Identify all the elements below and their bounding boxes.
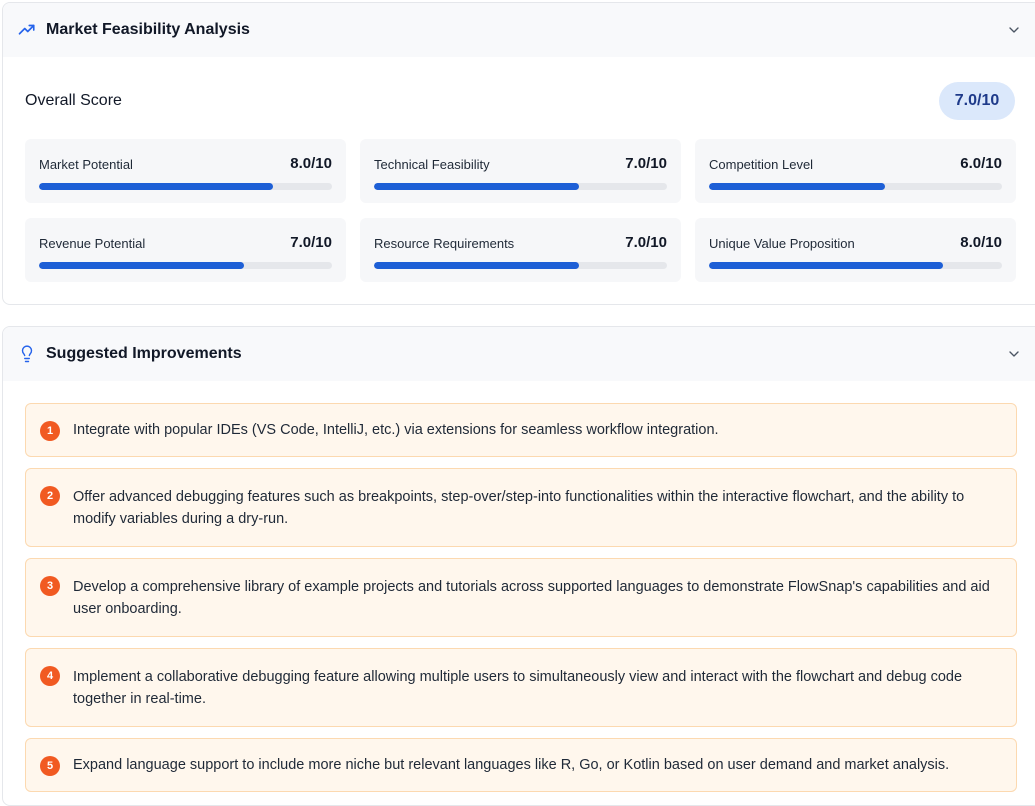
metric-progress-track — [39, 262, 332, 269]
improvement-item: 5 Expand language support to include mor… — [25, 738, 1017, 792]
overall-score-badge: 7.0/10 — [939, 82, 1015, 120]
metric-progress-track — [709, 183, 1002, 190]
metric-progress-fill — [374, 183, 580, 190]
metric-score: 6.0/10 — [960, 155, 1002, 172]
metric-score: 8.0/10 — [290, 155, 332, 172]
improvement-text: Offer advanced debugging features such a… — [73, 489, 965, 527]
item-number-badge: 2 — [40, 486, 60, 506]
overall-score-label: Overall Score — [25, 92, 122, 109]
improvements-card: Suggested Improvements 1 Integrate with … — [2, 326, 1035, 806]
metric-progress-fill — [39, 262, 245, 269]
metric-card: Revenue Potential 7.0/10 — [25, 218, 346, 282]
metric-score: 7.0/10 — [290, 234, 332, 251]
metric-label: Resource Requirements — [374, 236, 515, 251]
feasibility-header[interactable]: Market Feasibility Analysis — [3, 3, 1035, 57]
metrics-grid: Market Potential 8.0/10 Technical Feasib… — [25, 139, 1016, 282]
metric-label: Revenue Potential — [39, 236, 146, 251]
metric-score: 7.0/10 — [625, 155, 667, 172]
metric-progress-track — [709, 262, 1002, 269]
metric-card: Unique Value Proposition 8.0/10 — [695, 218, 1016, 282]
metric-progress-track — [374, 262, 667, 269]
metric-progress-fill — [39, 183, 274, 190]
item-number-badge: 3 — [40, 576, 60, 596]
trending-up-icon — [17, 20, 37, 40]
improvement-item: 1 Integrate with popular IDEs (VS Code, … — [25, 403, 1017, 457]
item-number-badge: 5 — [40, 756, 60, 776]
metric-progress-fill — [709, 183, 885, 190]
metric-card: Technical Feasibility 7.0/10 — [360, 139, 681, 203]
overall-score-row: Overall Score 7.0/10 — [25, 81, 1015, 121]
improvement-text: Develop a comprehensive library of examp… — [73, 579, 990, 617]
improvements-header[interactable]: Suggested Improvements — [3, 327, 1035, 381]
chevron-down-icon[interactable] — [1006, 346, 1022, 362]
metric-card: Resource Requirements 7.0/10 — [360, 218, 681, 282]
metric-card: Market Potential 8.0/10 — [25, 139, 346, 203]
improvements-list: 1 Integrate with popular IDEs (VS Code, … — [25, 403, 1017, 803]
feasibility-title: Market Feasibility Analysis — [46, 21, 250, 38]
improvements-title: Suggested Improvements — [46, 345, 242, 362]
feasibility-card: Market Feasibility Analysis Overall Scor… — [2, 2, 1035, 305]
metric-card: Competition Level 6.0/10 — [695, 139, 1016, 203]
improvement-text: Implement a collaborative debugging feat… — [73, 669, 963, 707]
improvement-text: Expand language support to include more … — [73, 757, 950, 773]
improvement-text: Integrate with popular IDEs (VS Code, In… — [73, 422, 719, 438]
metric-score: 8.0/10 — [960, 234, 1002, 251]
improvement-item: 2 Offer advanced debugging features such… — [25, 468, 1017, 547]
metric-label: Unique Value Proposition — [709, 236, 855, 251]
metric-progress-track — [374, 183, 667, 190]
lightbulb-icon — [17, 344, 37, 364]
metric-label: Competition Level — [709, 157, 814, 172]
metric-progress-fill — [374, 262, 580, 269]
metric-label: Market Potential — [39, 157, 133, 172]
improvement-item: 3 Develop a comprehensive library of exa… — [25, 558, 1017, 637]
item-number-badge: 4 — [40, 666, 60, 686]
chevron-down-icon[interactable] — [1006, 22, 1022, 38]
metric-label: Technical Feasibility — [374, 157, 490, 172]
metric-progress-track — [39, 183, 332, 190]
improvement-item: 4 Implement a collaborative debugging fe… — [25, 648, 1017, 727]
item-number-badge: 1 — [40, 421, 60, 441]
metric-progress-fill — [709, 262, 944, 269]
metric-score: 7.0/10 — [625, 234, 667, 251]
